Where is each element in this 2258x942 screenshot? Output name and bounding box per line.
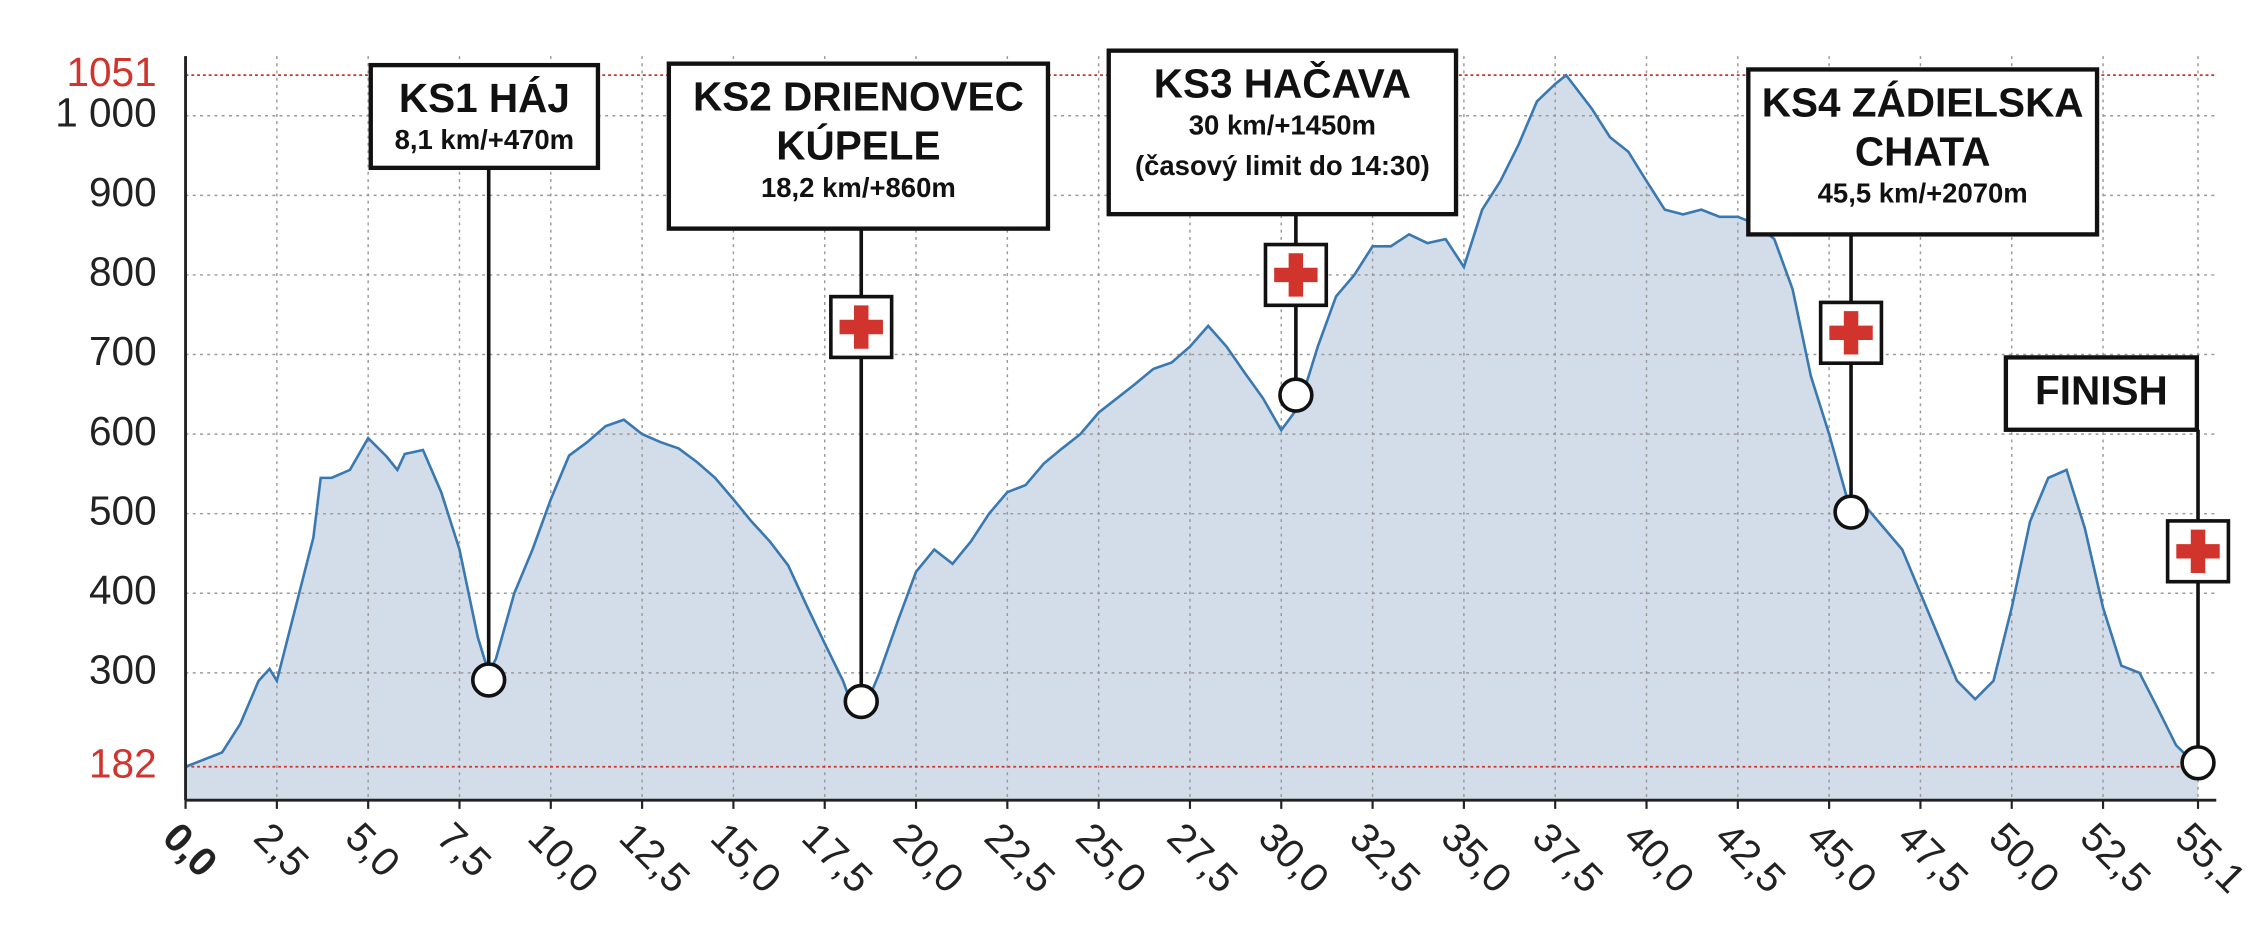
checkpoint-box [368, 62, 601, 171]
x-tick-label: 22,5 [976, 813, 1064, 901]
y-tick-label: 600 [89, 408, 157, 454]
checkpoint-marker [1278, 377, 1314, 413]
x-tick-label: 7,5 [428, 813, 500, 885]
x-tick-label: 5,0 [337, 813, 409, 885]
checkpoint-detail: 18,2 km/+860m [761, 172, 956, 203]
reference-label: 182 [89, 740, 157, 786]
checkpoint-name: KS4 ZÁDIELSKA [1762, 79, 2084, 125]
checkpoint-marker [1833, 494, 1869, 530]
area-fill [185, 75, 2199, 801]
checkpoint-marker [470, 662, 507, 698]
checkpoint-box [1106, 48, 1459, 217]
checkpoint-name: FINISH [2035, 367, 2168, 413]
y-tick-label: 700 [89, 328, 157, 374]
x-tick-label: 55,1 [2167, 813, 2255, 901]
y-tick-label: 300 [89, 647, 157, 693]
checkpoint-marker [843, 683, 879, 720]
checkpoint-marker [2180, 745, 2216, 781]
y-tick-label: 400 [89, 567, 157, 613]
aid-cross [1274, 253, 1318, 297]
checkpoint-name: KS1 HÁJ [399, 75, 570, 121]
checkpoint-name: KS2 DRIENOVEC [693, 74, 1024, 120]
checkpoint-box [1746, 67, 2100, 237]
checkpoint-detail: 8,1 km/+470m [395, 124, 575, 155]
x-tick-label: 52,5 [2072, 813, 2160, 901]
checkpoint-name: CHATA [1855, 129, 1991, 175]
checkpoint-detail: (časový limit do 14:30) [1135, 150, 1430, 181]
x-tick-label: 40,0 [1615, 813, 1703, 901]
x-tick-label: 20,0 [885, 813, 973, 901]
aid-cross [2176, 529, 2220, 574]
reference-label: 1051 [67, 49, 157, 95]
x-tick-label: 30,0 [1250, 813, 1338, 901]
checkpoint-box [2003, 355, 2200, 432]
y-tick-label: 1 000 [55, 89, 156, 135]
x-tick-label: 45,0 [1798, 813, 1886, 901]
y-tick-label: 500 [89, 487, 157, 533]
checkpoint-detail: 30 km/+1450m [1189, 110, 1376, 141]
checkpoint-detail: 45,5 km/+2070m [1818, 178, 2028, 209]
checkpoint-name: KS3 HAČAVA [1154, 61, 1411, 107]
aid-cross [1829, 311, 1873, 355]
x-tick-label: 42,5 [1707, 813, 1795, 901]
x-tick-label: 12,5 [611, 813, 699, 901]
x-tick-label: 15,0 [702, 813, 790, 901]
x-tick-label: 2,5 [246, 813, 318, 885]
checkpoint-box [666, 61, 1051, 231]
x-tick-label: 32,5 [1341, 813, 1429, 901]
x-tick-label: 0,0 [154, 813, 226, 885]
y-tick-label: 900 [89, 169, 157, 215]
x-tick-label: 27,5 [1159, 813, 1247, 901]
x-tick-label: 25,0 [1067, 813, 1155, 901]
x-tick-label: 17,5 [793, 813, 881, 901]
y-tick-label: 800 [89, 249, 157, 295]
aid-cross [839, 305, 883, 349]
x-tick-label: 35,0 [1433, 813, 1521, 901]
checkpoint-name: KÚPELE [776, 123, 940, 169]
x-tick-label: 37,5 [1524, 813, 1612, 901]
x-tick-label: 47,5 [1889, 813, 1977, 901]
x-tick-label: 10,0 [519, 813, 607, 901]
x-tick-label: 50,0 [1980, 813, 2068, 901]
